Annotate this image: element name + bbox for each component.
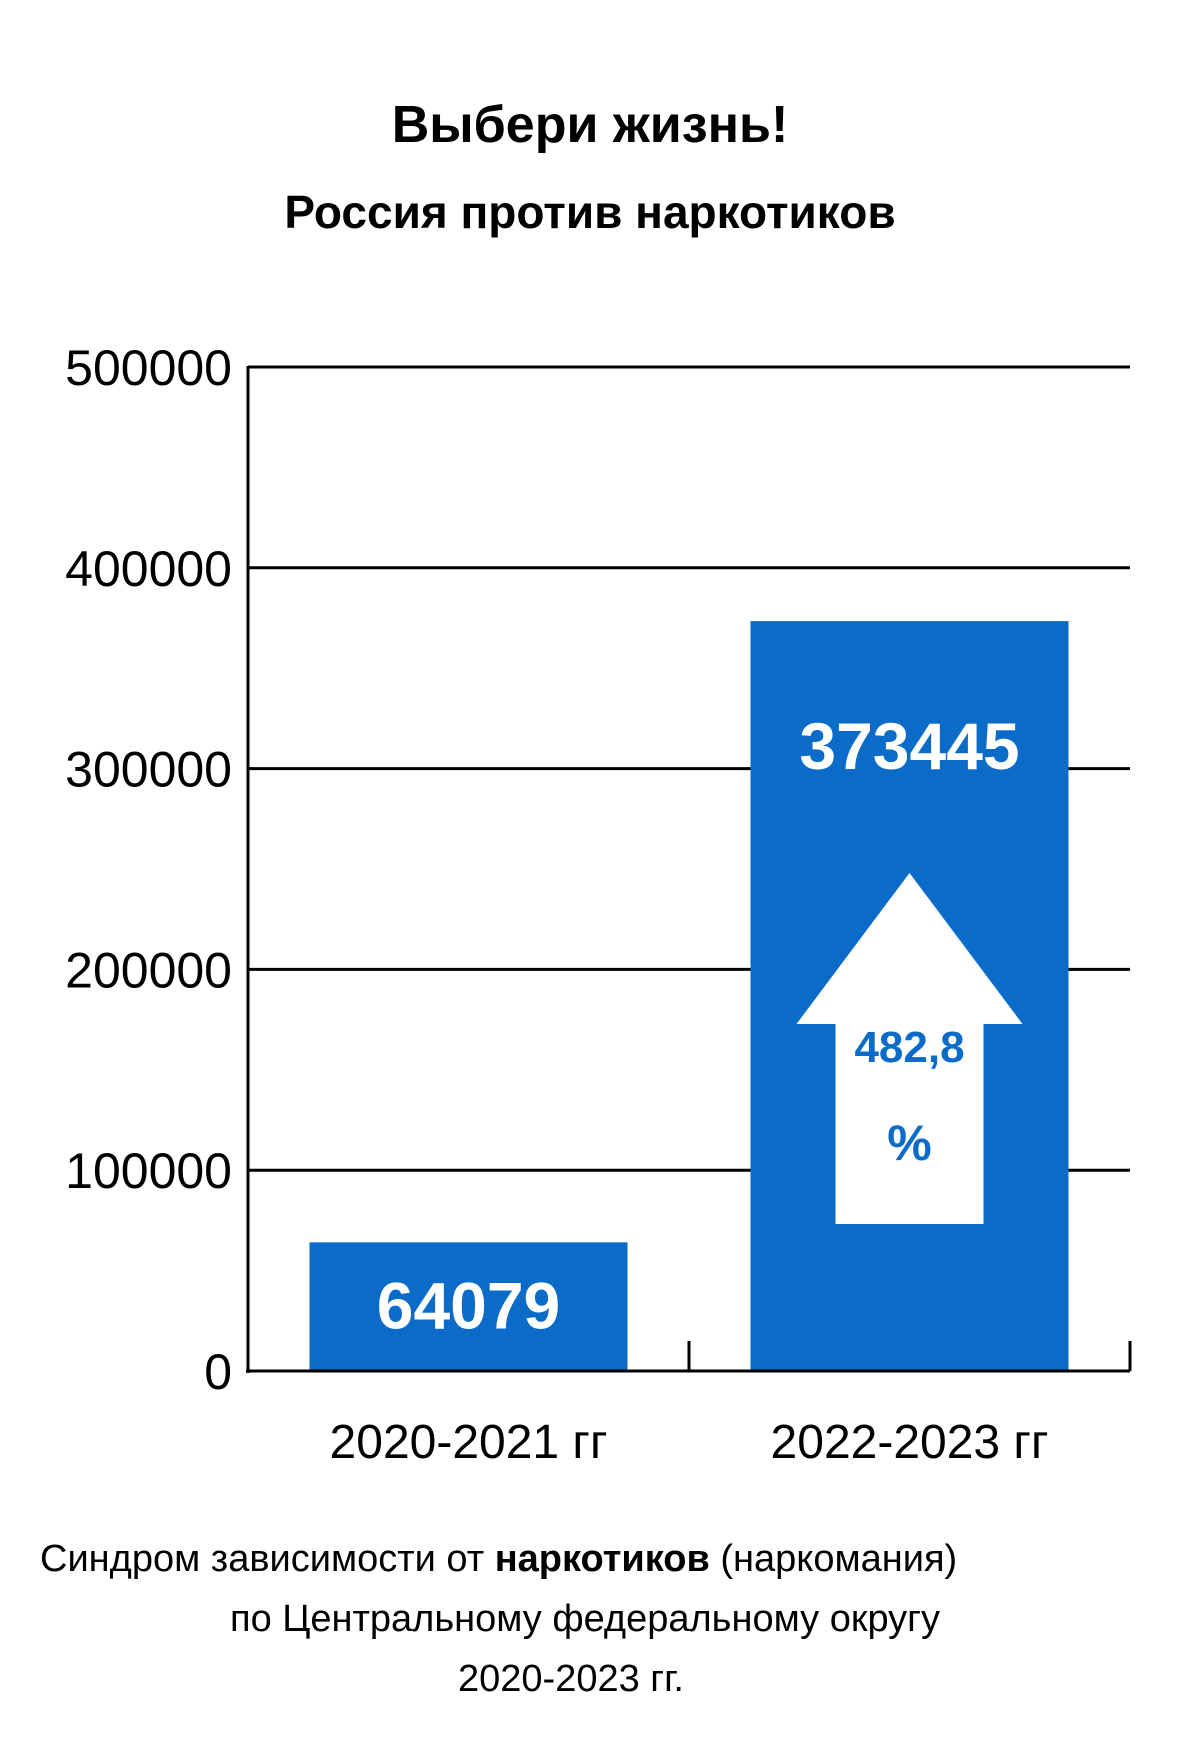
y-tick-label: 0 (204, 1344, 232, 1400)
y-tick-label: 100000 (65, 1143, 232, 1199)
y-tick-label: 400000 (65, 541, 232, 597)
y-tick-label: 300000 (65, 742, 232, 798)
caption-line-1-bold: наркотиков (494, 1538, 710, 1580)
caption-line-3: 2020-2023 гг. (458, 1658, 684, 1700)
arrow-percent-value: 482,8 (854, 1023, 964, 1072)
bar-value-label: 64079 (377, 1269, 561, 1343)
caption-line-1-post: (наркомания) (709, 1538, 958, 1580)
y-tick-label: 500000 (65, 340, 232, 396)
arrow-up-icon (796, 873, 1023, 1224)
y-tick-label: 200000 (65, 942, 232, 998)
x-tick-label: 2022-2023 гг (771, 1416, 1049, 1469)
chart-subtitle: Россия против наркотиков (284, 186, 896, 238)
bar-value-label: 373445 (799, 709, 1019, 783)
caption-line-1: Синдром зависимости от наркотиков (нарко… (40, 1538, 957, 1581)
chart-title: Выбери жизнь! (391, 96, 789, 154)
caption-line-2: по Центральному федеральному округу (230, 1598, 941, 1640)
bar-chart: 0 100000 200000 300000 400000 500000 64079 2020… (65, 340, 1132, 1469)
arrow-percent-unit: % (887, 1115, 931, 1171)
caption-line-1-pre: Синдром зависимости от (40, 1538, 495, 1580)
bar (309, 1242, 628, 1371)
x-tick-label: 2020-2021 гг (330, 1416, 608, 1469)
